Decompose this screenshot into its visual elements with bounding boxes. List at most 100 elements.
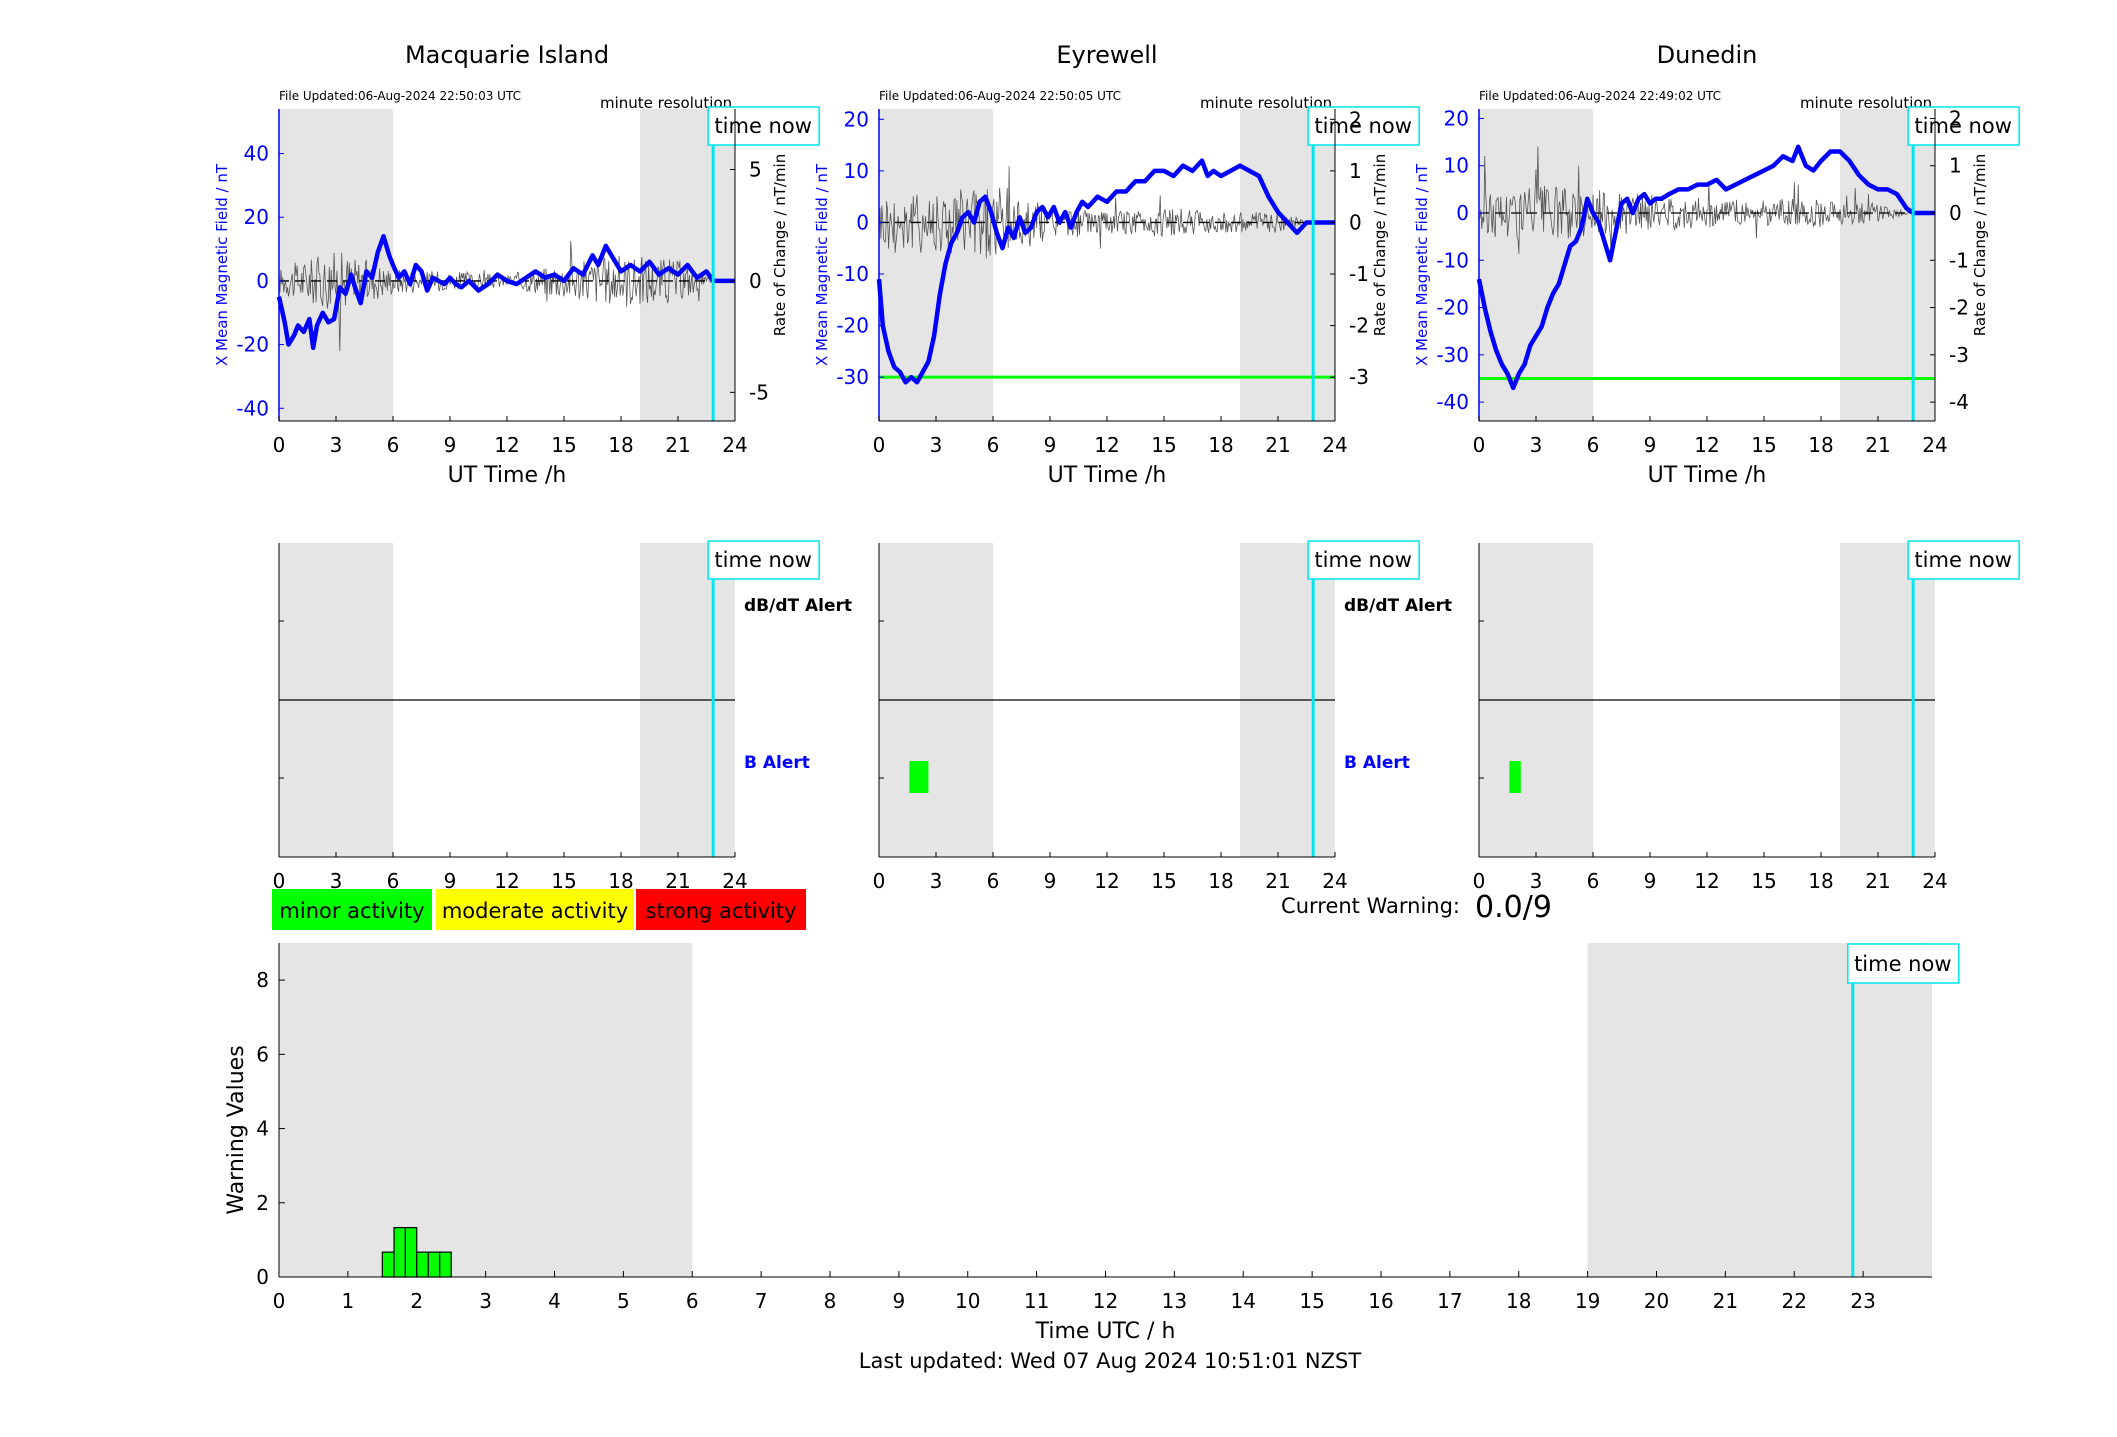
x-tick-label: 15 [551,433,576,457]
left-tick-label: 40 [244,142,269,166]
x-tick-label: 18 [1808,433,1833,457]
x-tick-label: 12 [1694,869,1719,893]
legend-item: moderate activity [436,889,634,930]
x-tick-label: 18 [1506,1289,1531,1313]
x-tick-label: 9 [444,433,457,457]
x-tick-label: 24 [1322,869,1347,893]
x-tick-label: 22 [1782,1289,1807,1313]
left-axis-label: X Mean Magnetic Field / nT [213,163,231,366]
x-tick-label: 21 [1713,1289,1738,1313]
minute-resolution-text: minute resolution [600,94,732,112]
night-shading [1587,943,1932,1277]
right-tick-label: -3 [1949,343,1969,367]
right-axis-label: Rate of Change / nT/min [1971,154,1989,336]
right-tick-label: -1 [1349,262,1369,286]
x-tick-label: 24 [1322,433,1347,457]
x-tick-label: 2 [410,1289,423,1313]
legend-label: minor activity [279,899,424,923]
station-field-plots: Macquarie Island File Updated:06-Aug-2024… [213,41,2020,488]
x-tick-label: 6 [1587,433,1600,457]
time-now-box: time now [707,540,820,580]
x-tick-label: 13 [1162,1289,1187,1313]
b-alert-bar [1509,761,1521,793]
time-now-box: time now [1307,106,1420,146]
station-title: Dunedin [1657,41,1758,69]
x-tick-label: 16 [1368,1289,1393,1313]
x-tick-label: 12 [1094,869,1119,893]
x-tick-label: 3 [479,1289,492,1313]
x-tick-label: 18 [1808,869,1833,893]
right-tick-label: -4 [1949,390,1969,414]
x-tick-label: 9 [1044,869,1057,893]
y-tick-label: 0 [256,1265,269,1289]
y-tick-label: 2 [256,1191,269,1215]
station-plot-0: Macquarie Island File Updated:06-Aug-2024… [213,41,820,488]
current-warning-label: Current Warning: [1281,894,1460,918]
field-line [276,234,735,351]
left-tick-label: -30 [1436,343,1469,367]
left-tick-label: -20 [836,314,869,338]
warning-bar [381,1251,395,1278]
left-tick-label: -20 [1436,296,1469,320]
x-tick-label: 15 [1751,433,1776,457]
y-tick-label: 4 [256,1117,269,1141]
x-tick-label: 3 [930,433,943,457]
right-axis-label: Rate of Change / nT/min [771,154,789,336]
file-updated-text: File Updated:06-Aug-2024 22:49:02 UTC [1479,89,1721,103]
b-alert-bar [909,761,929,793]
left-tick-label: -40 [236,396,269,420]
right-tick-label: -2 [1949,296,1969,320]
time-now-label: time now [1914,548,2011,572]
x-tick-label: 0 [273,1289,286,1313]
time-now-label: time now [1314,548,1411,572]
left-tick-label: 0 [256,269,269,293]
x-tick-label: 21 [665,433,690,457]
x-tick-label: 9 [1044,433,1057,457]
x-tick-label: 0 [273,869,286,893]
x-tick-label: 6 [387,869,400,893]
rate-of-change-line [1478,146,1913,254]
x-tick-label: 4 [548,1289,561,1313]
file-updated-text: File Updated:06-Aug-2024 22:50:03 UTC [279,89,521,103]
x-tick-label: 0 [1473,433,1486,457]
x-tick-label: 20 [1644,1289,1669,1313]
x-tick-label: 12 [1093,1289,1118,1313]
x-tick-label: 24 [1922,433,1947,457]
x-tick-label: 8 [824,1289,837,1313]
x-tick-label: 7 [755,1289,768,1313]
x-tick-label: 17 [1437,1289,1462,1313]
right-tick-label: 0 [1349,210,1362,234]
x-tick-label: 12 [1694,433,1719,457]
x-tick-label: 0 [873,869,886,893]
x-tick-label: 3 [1530,433,1543,457]
left-tick-label: -10 [836,262,869,286]
left-tick-label: 10 [1444,154,1469,178]
left-tick-label: 0 [856,210,869,234]
dbdt-alert-label: dB/dT Alert [1344,596,1452,616]
y-tick-label: 8 [256,968,269,992]
x-tick-label: 15 [1151,433,1176,457]
warning-bar [439,1251,452,1278]
x-tick-label: 0 [1473,869,1486,893]
left-tick-label: 20 [244,205,269,229]
x-tick-label: 23 [1850,1289,1875,1313]
left-tick-label: 20 [1444,106,1469,130]
station-plot-1: Eyrewell File Updated:06-Aug-2024 22:50:0… [813,41,1420,488]
x-tick-label: 12 [1094,433,1119,457]
right-tick-label: -3 [1349,365,1369,389]
x-tick-label: 6 [1587,869,1600,893]
right-tick-label: -2 [1349,314,1369,338]
left-tick-label: 10 [844,159,869,183]
warning-bar [393,1227,406,1278]
station-title: Eyrewell [1056,41,1157,69]
x-tick-label: 24 [722,433,747,457]
x-tick-label: 12 [494,433,519,457]
right-tick-label: 1 [1949,154,1962,178]
minute-resolution-text: minute resolution [1200,94,1332,112]
x-tick-label: 0 [273,433,286,457]
x-tick-label: 3 [1530,869,1543,893]
right-tick-label: -1 [1949,248,1969,272]
night-shading [879,109,993,421]
